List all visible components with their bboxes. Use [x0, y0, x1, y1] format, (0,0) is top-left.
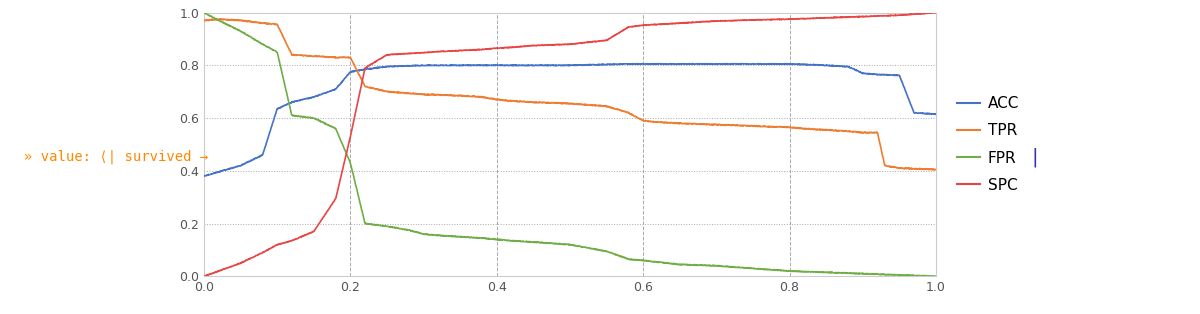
Text: » value: ⟨| survived →: » value: ⟨| survived → [24, 150, 209, 164]
Legend: ACC, TPR, FPR, SPC: ACC, TPR, FPR, SPC [950, 90, 1025, 199]
Text: |: | [1031, 147, 1038, 167]
